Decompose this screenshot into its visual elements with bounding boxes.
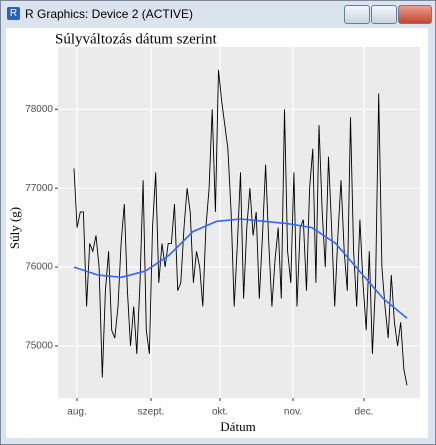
x-axis-label: Dátum — [220, 419, 255, 434]
chart: Súlyváltozás dátum szerint Dátum Súly (g… — [6, 28, 428, 438]
y-tick-label: 77000 — [25, 183, 53, 194]
minimize-button[interactable] — [344, 5, 370, 24]
maximize-button[interactable] — [371, 5, 397, 24]
window-title: R Graphics: Device 2 (ACTIVE) — [25, 7, 194, 21]
smooth-line — [73, 218, 408, 319]
x-tick-label: okt. — [212, 407, 228, 418]
y-tick-label: 75000 — [25, 341, 53, 352]
x-tick-label: aug. — [67, 407, 86, 418]
data-line — [73, 69, 408, 386]
chart-title: Súlyváltozás dátum szerint — [55, 31, 217, 47]
close-button[interactable] — [398, 5, 432, 24]
y-tick-label: 76000 — [25, 262, 53, 273]
x-tick-label: dec. — [355, 407, 374, 418]
app-icon: R — [7, 7, 20, 20]
x-tick-label: nov. — [284, 407, 302, 418]
title-bar: R R Graphics: Device 2 (ACTIVE) — [1, 1, 435, 27]
y-tick-label: 78000 — [25, 104, 53, 115]
y-axis-label: Súly (g) — [7, 207, 22, 249]
x-tick-label: szept. — [138, 407, 165, 418]
